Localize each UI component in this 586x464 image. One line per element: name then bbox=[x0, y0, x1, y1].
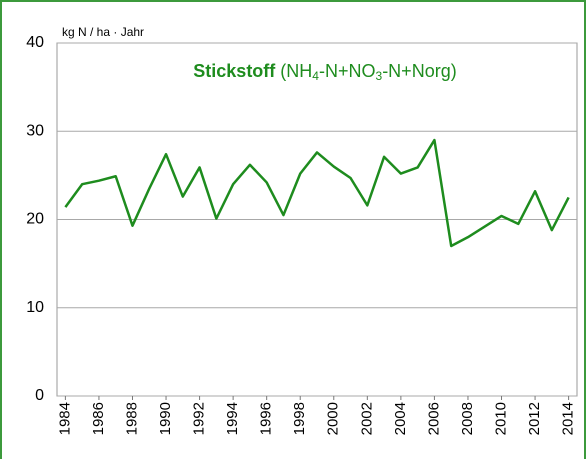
x-tick-label: 2004 bbox=[392, 402, 409, 435]
title-part: 3 bbox=[376, 69, 383, 83]
title-part: 4 bbox=[312, 69, 319, 83]
x-tick-label: 1994 bbox=[224, 402, 241, 435]
y-tick-label: 10 bbox=[26, 299, 44, 316]
x-tick-label: 2008 bbox=[459, 402, 476, 435]
x-tick-label: 2014 bbox=[560, 402, 577, 435]
title-part: -N+NO bbox=[319, 61, 376, 81]
y-tick-label: 30 bbox=[26, 122, 44, 139]
x-tick-label: 1988 bbox=[123, 402, 140, 435]
x-tick-label: 1998 bbox=[291, 402, 308, 435]
y-tick-label: 0 bbox=[35, 387, 44, 404]
x-tick-label: 2012 bbox=[526, 402, 543, 435]
x-tick-label: 2006 bbox=[425, 402, 442, 435]
x-tick-label: 2010 bbox=[492, 402, 509, 435]
x-tick-label: 1992 bbox=[191, 402, 208, 435]
y-tick-label: 40 bbox=[26, 34, 44, 51]
y-tick-label: 20 bbox=[26, 211, 44, 228]
y-axis-label: kg N / ha · Jahr bbox=[62, 25, 144, 39]
x-tick-label: 1990 bbox=[157, 402, 174, 435]
data-line bbox=[64, 138, 570, 248]
x-tick-label: 2002 bbox=[358, 402, 375, 435]
x-tick-label: 1986 bbox=[90, 402, 107, 435]
x-tick-label: 1984 bbox=[56, 402, 73, 435]
chart-title: Stickstoff (NH4-N+NO3-N+Norg) bbox=[193, 61, 456, 83]
title-part: Stickstoff bbox=[193, 61, 276, 81]
title-part: (NH bbox=[280, 61, 312, 81]
x-tick-label: 1996 bbox=[258, 402, 275, 435]
x-tick-label: 2000 bbox=[325, 402, 342, 435]
title-part: -N+Norg) bbox=[382, 61, 457, 81]
